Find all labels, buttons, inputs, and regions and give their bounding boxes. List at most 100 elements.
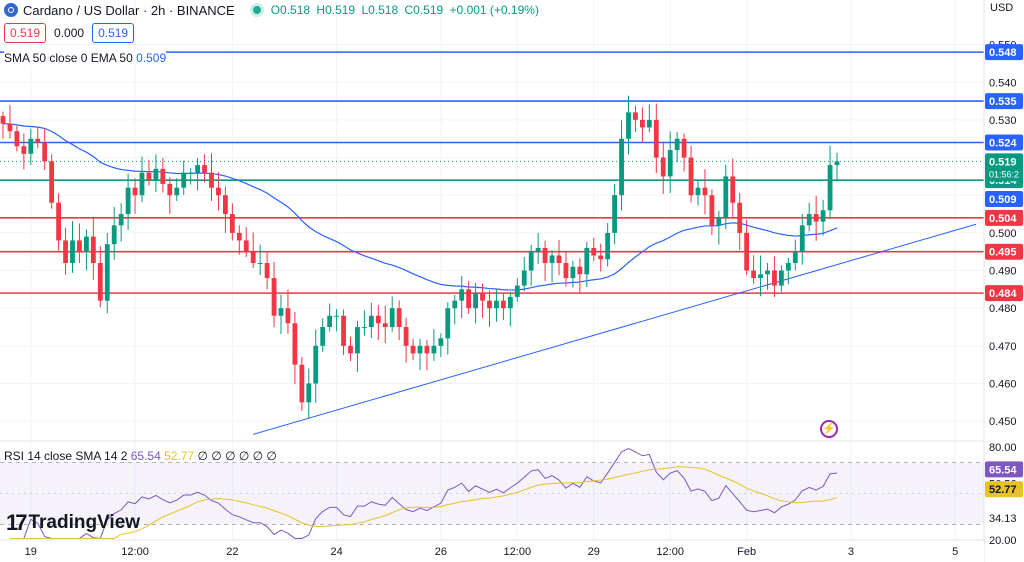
time-tick-label: 12:00: [121, 546, 149, 558]
ma-marker-label-bg: [985, 190, 1023, 207]
candle-body: [327, 315, 333, 328]
candle-body: [70, 240, 75, 264]
candle-body: [528, 251, 534, 271]
candle-body: [320, 327, 326, 346]
candle-body: [362, 327, 367, 329]
candle-body: [501, 300, 506, 309]
spread-value: 0.000: [54, 26, 85, 40]
sell-button[interactable]: 0.519: [4, 23, 47, 43]
currency-label: USD: [990, 2, 1014, 14]
candle-body: [181, 172, 187, 188]
candle-body: [97, 263, 103, 301]
candle-body: [77, 240, 82, 252]
time-tick-label: 19: [25, 546, 37, 558]
candle-body: [459, 289, 465, 301]
rsi-legend[interactable]: RSI 14 close SMA 14 2 65.54 52.77 ∅ ∅ ∅ …: [4, 449, 277, 463]
level-label-bg: [985, 285, 1023, 302]
candle-body: [292, 323, 298, 365]
candle-body: [674, 138, 680, 151]
level-label: 0.524: [989, 138, 1017, 150]
candle-body: [382, 323, 388, 328]
time-tick-label: Feb: [737, 546, 756, 558]
time-tick-label: 12:00: [656, 546, 684, 558]
tradingview-logo-icon: 17: [6, 510, 28, 535]
candle-body: [28, 138, 34, 154]
candle-body: [271, 278, 277, 316]
candle-body: [633, 112, 638, 120]
price-markers: 0.5480.5350.5240.5140.5040.4950.4840.509…: [985, 44, 1023, 498]
candle-body: [410, 345, 416, 354]
ma-marker-label: 0.509: [989, 194, 1017, 206]
level-label-bg: [985, 209, 1023, 226]
candle-body: [619, 138, 624, 196]
candle-body: [765, 270, 770, 275]
candle-body: [285, 308, 291, 324]
candle-body: [737, 202, 743, 233]
rsi-sma-marker-label-bg: [985, 481, 1023, 498]
grid: [0, 0, 984, 540]
candle-body: [494, 300, 499, 309]
time-tick-label: 29: [588, 546, 600, 558]
level-label-bg: [985, 93, 1023, 110]
candle-body: [605, 232, 611, 260]
level-label-bg: [985, 44, 1023, 61]
tradingview-watermark: 17 TradingView: [6, 510, 140, 536]
candle-body: [723, 176, 729, 218]
candle-body: [229, 214, 235, 233]
candle-body: [139, 172, 145, 196]
indicator-legend[interactable]: SMA 50 close 0 EMA 50 0.509: [4, 51, 167, 65]
ohlc-values: O0.518 H0.519 L0.518 C0.519 +0.001 (+0.1…: [271, 3, 542, 17]
time-tick-label: 3: [848, 546, 854, 558]
candle-body: [160, 168, 166, 184]
candle-body: [598, 255, 604, 260]
candle-body: [35, 138, 41, 143]
candle-body: [438, 338, 444, 346]
last-price-bg: [985, 153, 1023, 182]
candle-body: [299, 364, 305, 403]
candle-body: [167, 183, 173, 196]
candle-body: [14, 131, 20, 147]
candle-body: [758, 274, 763, 279]
candle-body: [653, 119, 659, 158]
candle-body: [56, 202, 61, 241]
time-axis-bg: [0, 540, 984, 562]
candle-body: [640, 119, 645, 128]
rsi-tick-label: 20.00: [989, 535, 1017, 547]
candle-body: [355, 327, 360, 354]
low-value: L0.518: [361, 3, 399, 17]
price-tick-label: 0.460: [989, 379, 1017, 391]
candle-body: [278, 308, 284, 316]
rsi-tick-label: 34.13: [989, 513, 1017, 525]
lightning-icon[interactable]: ⚡: [820, 420, 838, 438]
market-status-icon[interactable]: [252, 6, 261, 14]
price-tick-label: 0.470: [989, 341, 1017, 353]
candle-body: [153, 168, 159, 181]
rsi-sma-marker-label: 52.77: [989, 484, 1017, 496]
rsi-marker-label: 65.54: [989, 464, 1017, 476]
rsi-sma-value: 52.77: [164, 449, 195, 463]
candle-body: [744, 232, 750, 271]
trendline: [253, 223, 977, 435]
rsi-line: [9, 447, 838, 539]
symbol-title[interactable]: Cardano / US Dollar · 2h · BINANCE: [23, 2, 235, 18]
candle-body: [21, 146, 27, 154]
level-label: 0.504: [989, 213, 1017, 225]
candle-body: [695, 187, 701, 196]
level-label-bg: [985, 134, 1023, 151]
buy-button[interactable]: 0.519: [92, 23, 135, 43]
candle-body: [417, 345, 423, 354]
candle-body: [779, 270, 784, 286]
candle-body: [612, 195, 617, 233]
candle-body: [209, 172, 214, 188]
candle-body: [549, 255, 555, 264]
candle-body: [188, 172, 194, 174]
candle-body: [709, 195, 715, 226]
candle-body: [577, 266, 583, 275]
level-label: 0.535: [989, 96, 1017, 108]
candle-body: [63, 240, 68, 264]
candle-body: [772, 270, 777, 286]
candle-body: [521, 270, 527, 286]
time-tick-label: 22: [226, 546, 238, 558]
bar-countdown: 01:56:2: [989, 169, 1019, 179]
